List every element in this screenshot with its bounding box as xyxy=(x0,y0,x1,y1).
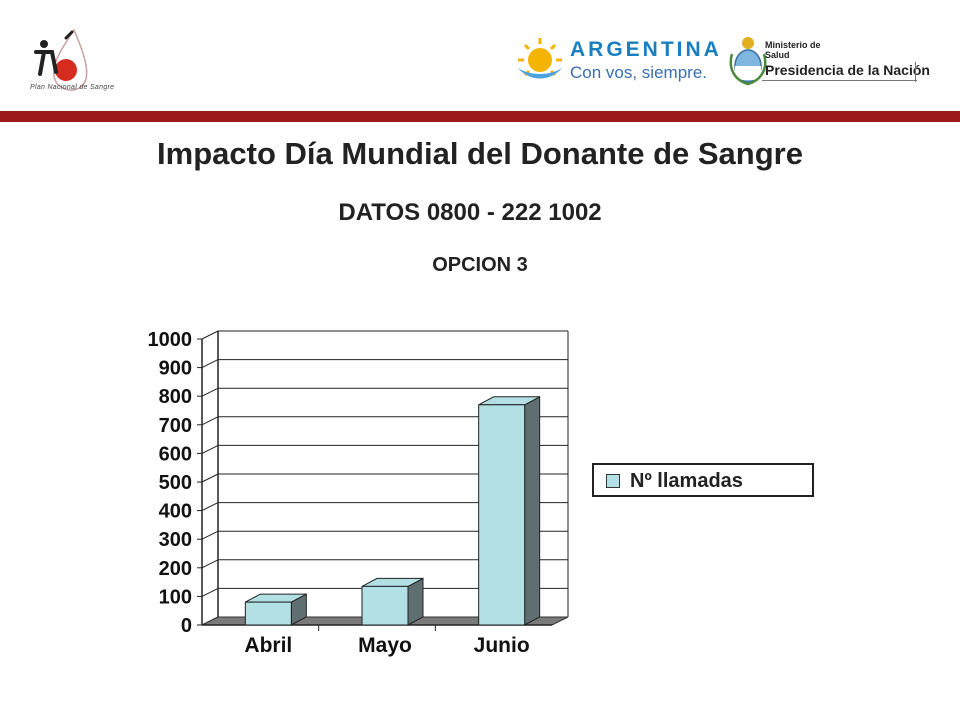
y-tick-label: 100 xyxy=(159,586,192,608)
plan-nacional-sangre-logo xyxy=(34,28,88,91)
argentina-slogan: Con vos, siempre. xyxy=(570,63,707,82)
ministry-label: Ministerio de Salud xyxy=(765,40,821,60)
legend-label: Nº llamadas xyxy=(630,470,743,492)
y-tick-label: 500 xyxy=(159,472,192,494)
x-tick-label: Abril xyxy=(244,634,292,657)
chart-legend: Nº llamadas xyxy=(592,463,814,497)
presidencia-label: Presidencia de la Nación xyxy=(765,62,930,78)
gridline-diagonal xyxy=(201,330,219,340)
y-tick-label: 1000 xyxy=(148,329,193,351)
x-tick-label: Mayo xyxy=(358,634,412,657)
y-tick-label: 900 xyxy=(159,358,192,380)
gridline-diagonal xyxy=(201,416,219,426)
y-tick-label: 300 xyxy=(159,529,192,551)
y-tick-label: 700 xyxy=(159,415,192,437)
gridline-diagonal xyxy=(201,387,219,397)
gridline-diagonal xyxy=(201,559,219,569)
gridline-diagonal xyxy=(201,530,219,540)
gridline-diagonal xyxy=(201,502,219,512)
argentina-sun-logo xyxy=(518,38,562,79)
gridline-diagonal xyxy=(201,473,219,483)
national-coat-of-arms-icon xyxy=(729,37,767,86)
accent-bar xyxy=(0,111,960,122)
y-tick-label: 200 xyxy=(159,558,192,580)
plan-logo-text: Plan Nacional de Sangre xyxy=(30,84,115,91)
ministry-divider-vertical xyxy=(915,62,916,82)
y-tick-label: 400 xyxy=(159,501,192,523)
gridline-diagonal xyxy=(201,587,219,597)
slide-option: OPCION 3 xyxy=(432,254,528,276)
slide-subtitle: DATOS 0800 - 222 1002 xyxy=(338,199,602,226)
y-tick-label: 800 xyxy=(159,386,192,408)
y-tick-label: 0 xyxy=(181,615,192,637)
ministry-divider xyxy=(762,80,917,81)
gridline-diagonal xyxy=(201,444,219,454)
bar xyxy=(361,585,409,626)
legend-swatch xyxy=(606,474,620,488)
bar-side xyxy=(524,395,541,626)
slide-header: Plan Nacional de Sangre ARGENTINA Con vo… xyxy=(0,0,960,110)
argentina-wordmark: ARGENTINA xyxy=(570,38,722,61)
bar xyxy=(478,404,526,626)
y-tick-label: 600 xyxy=(159,443,192,465)
bar xyxy=(244,601,292,626)
x-tick-label: Junio xyxy=(474,634,530,657)
slide-title: Impacto Día Mundial del Donante de Sangr… xyxy=(157,136,803,171)
gridline-diagonal xyxy=(201,359,219,369)
